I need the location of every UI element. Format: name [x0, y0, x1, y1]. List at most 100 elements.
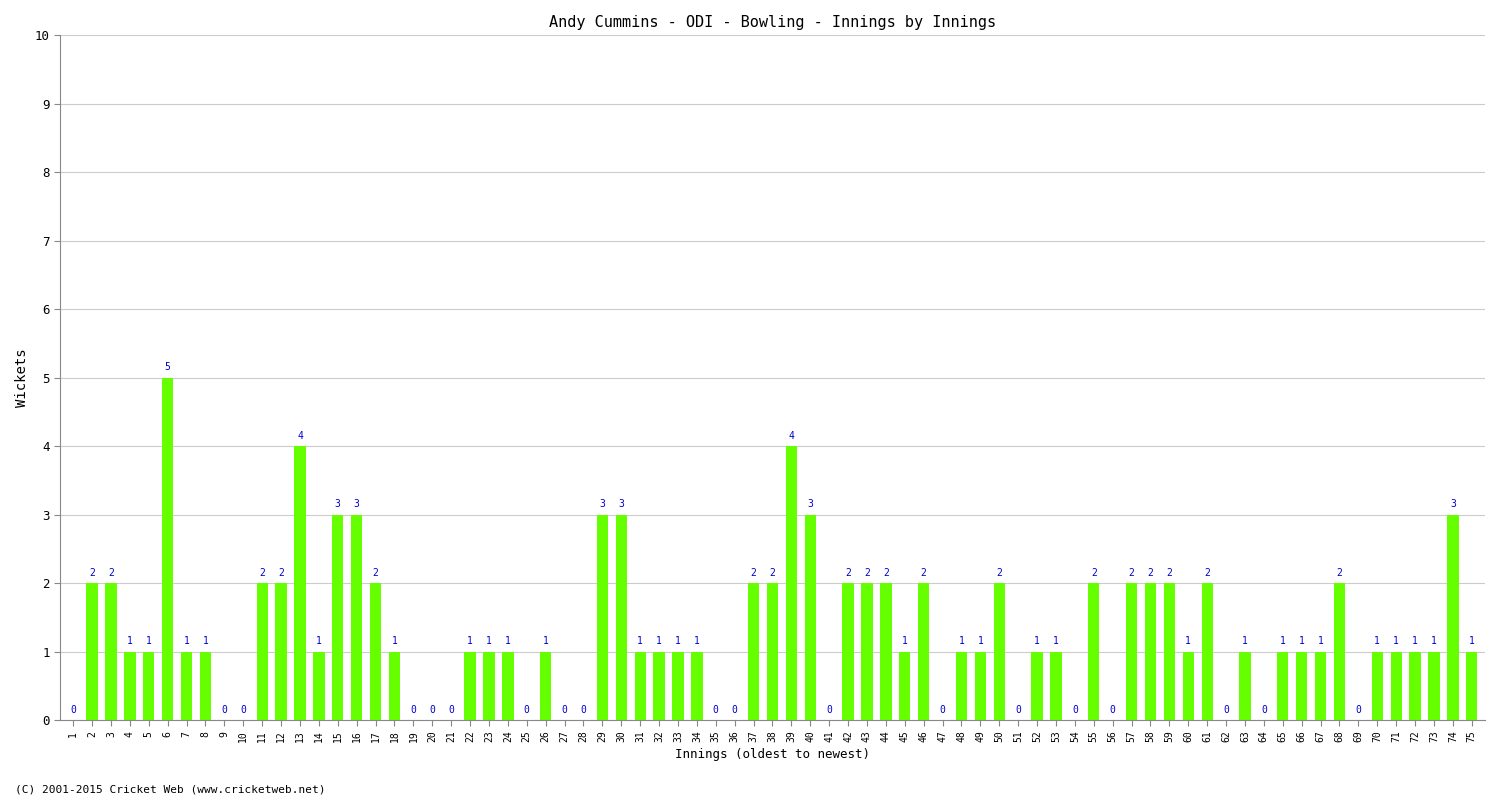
Text: 0: 0: [240, 705, 246, 714]
Text: 1: 1: [1034, 636, 1040, 646]
Text: 2: 2: [1128, 568, 1134, 578]
Text: 1: 1: [1280, 636, 1286, 646]
Bar: [1428, 652, 1440, 720]
Bar: [1144, 583, 1156, 720]
Bar: [786, 446, 796, 720]
Text: 1: 1: [1412, 636, 1418, 646]
Bar: [1164, 583, 1174, 720]
Text: 0: 0: [1016, 705, 1022, 714]
Bar: [692, 652, 702, 720]
Bar: [294, 446, 306, 720]
Bar: [1239, 652, 1251, 720]
Text: 1: 1: [1317, 636, 1323, 646]
Text: 0: 0: [222, 705, 228, 714]
Bar: [1088, 583, 1100, 720]
Text: 3: 3: [618, 499, 624, 510]
Text: 2: 2: [1204, 568, 1210, 578]
Bar: [597, 514, 608, 720]
Y-axis label: Wickets: Wickets: [15, 349, 28, 407]
Text: 2: 2: [1167, 568, 1173, 578]
Bar: [672, 652, 684, 720]
Bar: [615, 514, 627, 720]
Title: Andy Cummins - ODI - Bowling - Innings by Innings: Andy Cummins - ODI - Bowling - Innings b…: [549, 15, 996, 30]
Text: 0: 0: [827, 705, 833, 714]
Bar: [634, 652, 646, 720]
Text: 1: 1: [978, 636, 984, 646]
Bar: [1448, 514, 1458, 720]
Text: 0: 0: [448, 705, 454, 714]
Bar: [1371, 652, 1383, 720]
Text: 1: 1: [1431, 636, 1437, 646]
Text: 0: 0: [411, 705, 417, 714]
Bar: [843, 583, 854, 720]
Text: 1: 1: [128, 636, 134, 646]
Text: 1: 1: [1053, 636, 1059, 646]
Text: 1: 1: [902, 636, 908, 646]
Bar: [1182, 652, 1194, 720]
Text: 3: 3: [807, 499, 813, 510]
Text: 2: 2: [996, 568, 1002, 578]
Bar: [87, 583, 98, 720]
Bar: [804, 514, 816, 720]
Bar: [993, 583, 1005, 720]
Text: 3: 3: [600, 499, 606, 510]
Text: 0: 0: [1356, 705, 1362, 714]
Text: 1: 1: [183, 636, 189, 646]
Bar: [256, 583, 268, 720]
Text: 0: 0: [429, 705, 435, 714]
Bar: [1050, 652, 1062, 720]
Bar: [918, 583, 930, 720]
Bar: [351, 514, 363, 720]
Text: 1: 1: [638, 636, 644, 646]
Text: 2: 2: [278, 568, 284, 578]
Text: 2: 2: [864, 568, 870, 578]
Bar: [503, 652, 513, 720]
Bar: [975, 652, 986, 720]
Bar: [1390, 652, 1402, 720]
Text: 2: 2: [1090, 568, 1096, 578]
Bar: [370, 583, 381, 720]
Bar: [105, 583, 117, 720]
Text: 2: 2: [372, 568, 378, 578]
Bar: [1126, 583, 1137, 720]
Bar: [861, 583, 873, 720]
Text: 1: 1: [506, 636, 512, 646]
Text: 0: 0: [70, 705, 76, 714]
Bar: [483, 652, 495, 720]
Text: 2: 2: [921, 568, 927, 578]
Bar: [1296, 652, 1308, 720]
Bar: [1410, 652, 1420, 720]
Text: 1: 1: [958, 636, 964, 646]
Text: 0: 0: [939, 705, 945, 714]
Text: 1: 1: [1394, 636, 1400, 646]
Text: 1: 1: [1299, 636, 1305, 646]
Text: 2: 2: [844, 568, 850, 578]
Text: 1: 1: [392, 636, 398, 646]
Bar: [314, 652, 324, 720]
X-axis label: Innings (oldest to newest): Innings (oldest to newest): [675, 748, 870, 761]
Text: 0: 0: [732, 705, 738, 714]
Text: 2: 2: [88, 568, 94, 578]
Bar: [1466, 652, 1478, 720]
Text: 1: 1: [656, 636, 662, 646]
Text: 0: 0: [712, 705, 718, 714]
Bar: [124, 652, 135, 720]
Text: 2: 2: [770, 568, 776, 578]
Text: 0: 0: [561, 705, 567, 714]
Bar: [1316, 652, 1326, 720]
Text: (C) 2001-2015 Cricket Web (www.cricketweb.net): (C) 2001-2015 Cricket Web (www.cricketwe…: [15, 784, 326, 794]
Text: 0: 0: [524, 705, 530, 714]
Text: 1: 1: [675, 636, 681, 646]
Text: 0: 0: [580, 705, 586, 714]
Bar: [182, 652, 192, 720]
Text: 2: 2: [108, 568, 114, 578]
Text: 0: 0: [1072, 705, 1078, 714]
Bar: [1276, 652, 1288, 720]
Bar: [1032, 652, 1042, 720]
Text: 3: 3: [334, 499, 340, 510]
Text: 2: 2: [884, 568, 890, 578]
Bar: [276, 583, 286, 720]
Bar: [654, 652, 664, 720]
Text: 1: 1: [694, 636, 700, 646]
Bar: [540, 652, 552, 720]
